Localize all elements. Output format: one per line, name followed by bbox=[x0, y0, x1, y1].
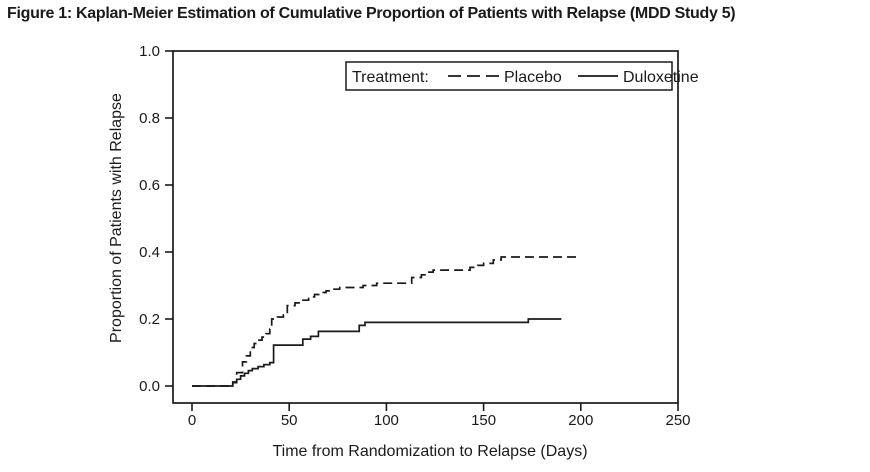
x-tick-label: 0 bbox=[188, 412, 196, 429]
y-tick-label: 0.2 bbox=[139, 311, 160, 328]
y-tick-label: 0.8 bbox=[139, 110, 160, 127]
plot-frame bbox=[172, 50, 679, 404]
x-tick-label: 100 bbox=[374, 412, 399, 429]
x-tick-label: 250 bbox=[665, 412, 690, 429]
y-tick-label: 0.6 bbox=[139, 177, 160, 194]
legend: Treatment: Placebo Duloxetine bbox=[345, 61, 699, 91]
x-axis-title: Time from Randomization to Relapse (Days… bbox=[272, 443, 587, 460]
km-chart: 0.0 0.2 0.4 0.6 0.8 1.0 0 50 100 150 200 250 Propo… bbox=[108, 43, 699, 460]
x-tick-label: 150 bbox=[471, 412, 496, 429]
figure-title: Figure 1: Kaplan-Meier Estimation of Cum… bbox=[7, 5, 736, 22]
x-tick-label: 50 bbox=[281, 412, 298, 429]
x-tick-label: 200 bbox=[568, 412, 593, 429]
curves bbox=[192, 256, 581, 387]
y-axis-title: Proportion of Patients with Relapse bbox=[108, 93, 125, 343]
duloxetine-curve bbox=[192, 318, 562, 387]
y-axis-ticks: 0.0 0.2 0.4 0.6 0.8 1.0 bbox=[139, 43, 173, 395]
y-tick-label: 1.0 bbox=[139, 43, 160, 60]
legend-placebo-label: Placebo bbox=[504, 69, 562, 86]
placebo-curve bbox=[192, 256, 581, 387]
legend-duloxetine-label: Duloxetine bbox=[623, 69, 699, 86]
y-tick-label: 0.0 bbox=[139, 378, 160, 395]
x-axis-ticks: 0 50 100 150 200 250 bbox=[188, 403, 691, 429]
y-tick-label: 0.4 bbox=[139, 244, 160, 261]
legend-title: Treatment: bbox=[352, 69, 429, 86]
